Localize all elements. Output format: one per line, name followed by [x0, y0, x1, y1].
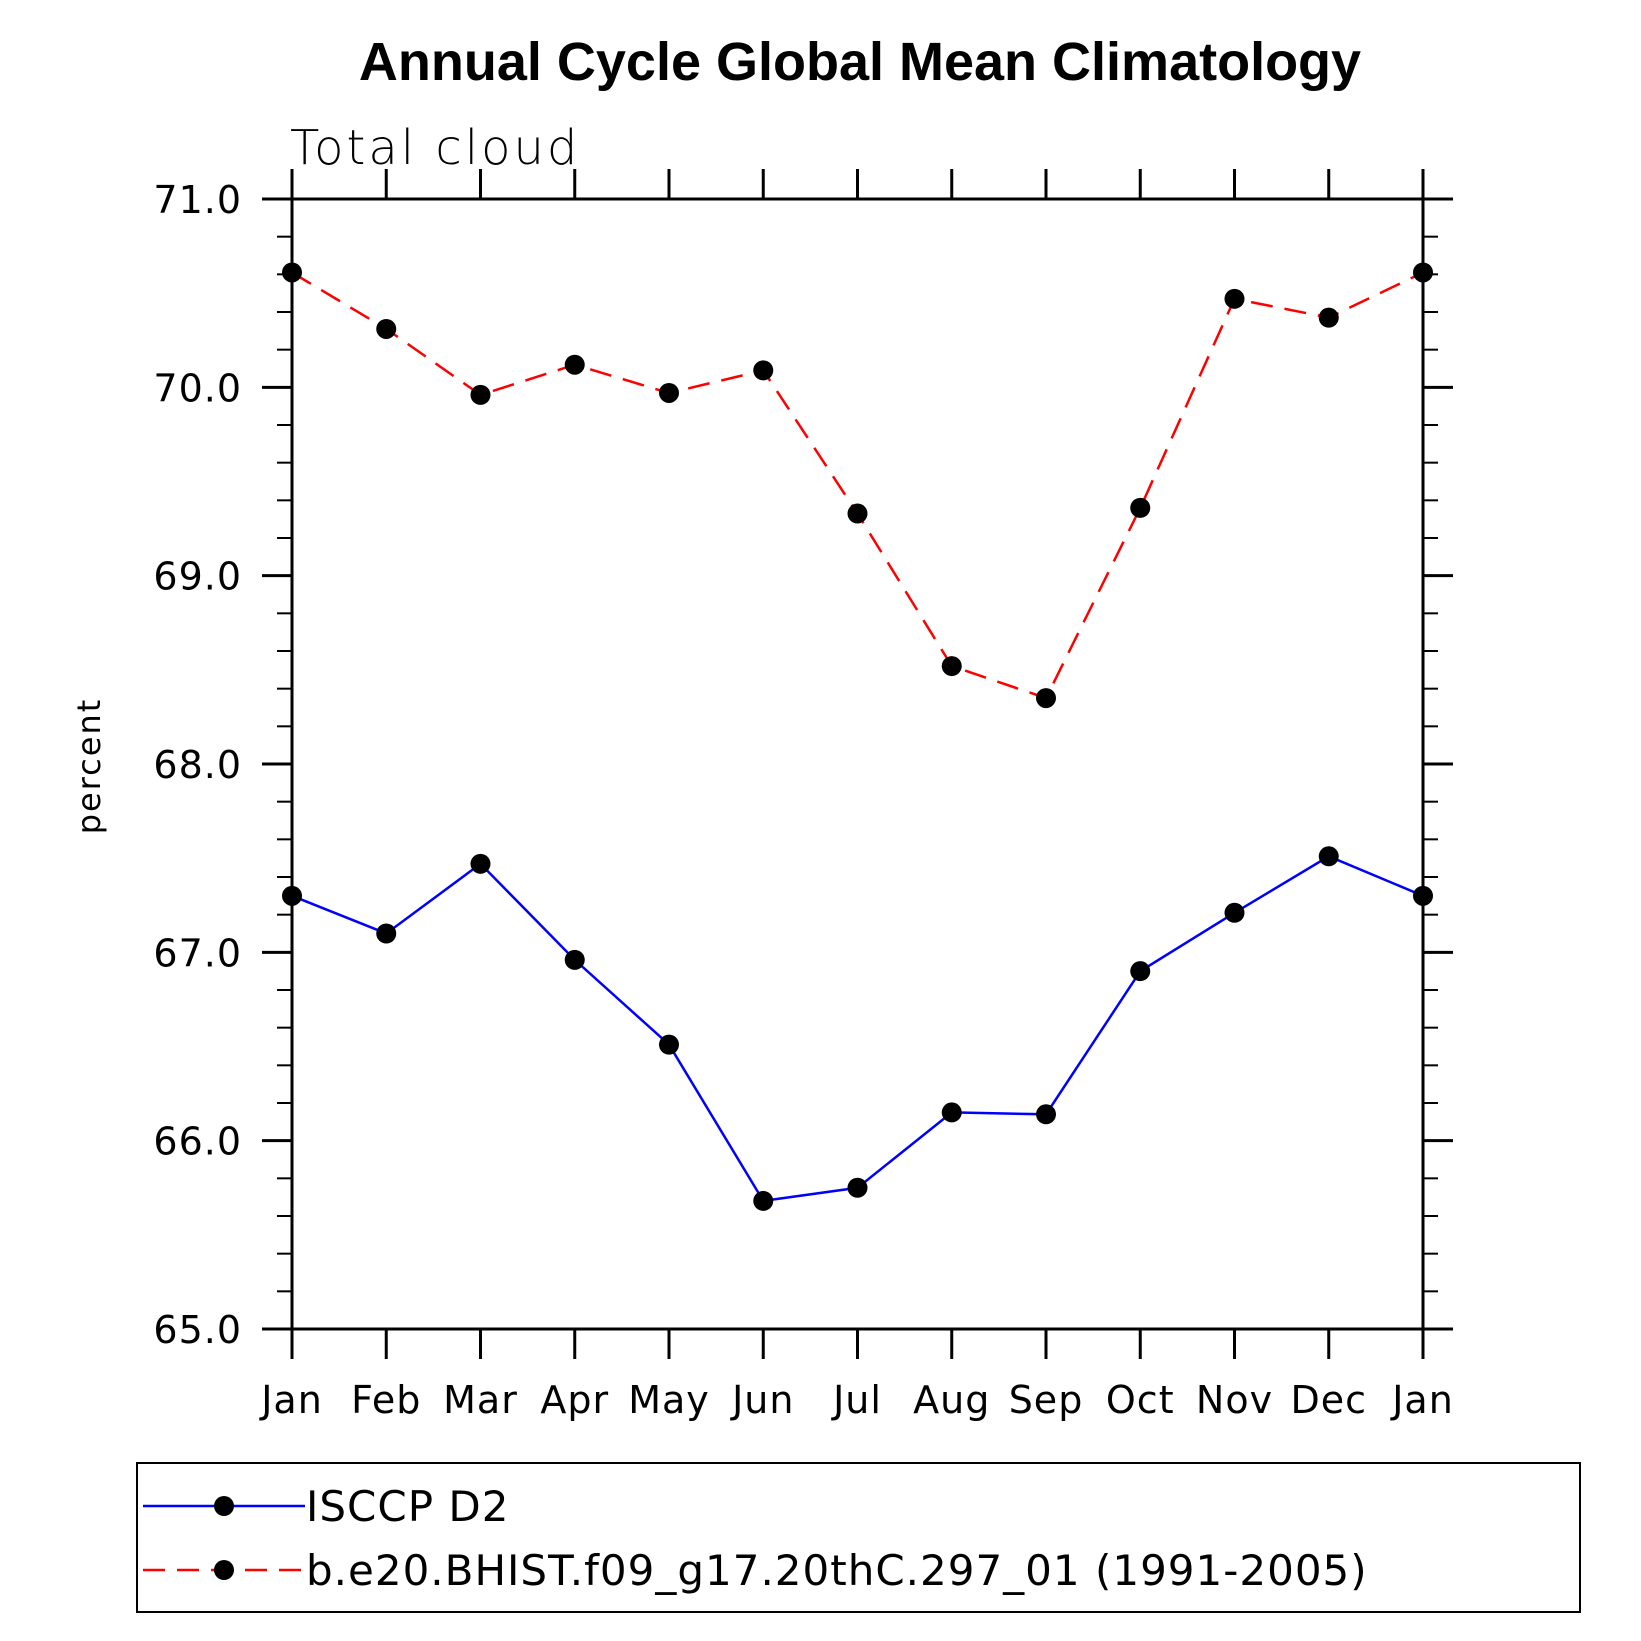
series-0-point	[941, 1102, 962, 1123]
series-0-point	[1318, 846, 1339, 867]
x-tick-label: Jan	[1390, 1378, 1454, 1422]
x-tick-label: Feb	[351, 1378, 421, 1422]
x-tick-labels: Jan Feb Mar Apr May Jun Jul Aug Sep Oct Nov Dec Jan	[259, 1378, 1454, 1422]
x-tick-label: Jun	[730, 1378, 794, 1422]
series-1-point	[1036, 688, 1056, 709]
x-tick-label: Oct	[1106, 1378, 1175, 1422]
series-0-point	[470, 853, 491, 874]
series-0-point	[564, 949, 585, 970]
legend-label-1: b.e20.BHIST.f09_g17.20thC.297_01 (1991-2…	[306, 1546, 1368, 1595]
series-1-point	[1413, 262, 1433, 283]
y-tick-label: 67.0	[153, 931, 242, 975]
series-1-point	[753, 360, 774, 381]
x-tick-label: Nov	[1196, 1378, 1273, 1422]
y-tick-label: 71.0	[153, 178, 242, 222]
x-tick-label: Dec	[1290, 1378, 1367, 1422]
chart-subtitle: Total cloud	[290, 120, 580, 176]
series-1-point	[1224, 288, 1245, 309]
series-0-point	[659, 1034, 679, 1055]
series-0-point	[376, 923, 397, 944]
series-1-point	[1130, 497, 1151, 518]
x-tick-label: Apr	[540, 1378, 609, 1422]
series-1-point	[1318, 307, 1339, 328]
series-1-point	[564, 354, 585, 375]
series-line-1	[291, 271, 1424, 700]
series-0-point	[1036, 1104, 1056, 1125]
legend-marker-0	[214, 1496, 234, 1516]
legend-label-0: ISCCP D2	[306, 1482, 509, 1531]
x-tick-label: Jan	[259, 1378, 323, 1422]
series-1-point	[282, 262, 302, 283]
legend-marker-1	[214, 1560, 234, 1580]
series-0-point	[753, 1190, 774, 1211]
plot-frame	[290, 197, 1425, 1331]
y-tick-label: 66.0	[153, 1120, 242, 1164]
y-tick-label: 68.0	[153, 743, 242, 787]
series-0-point	[1413, 885, 1433, 906]
series-1-point	[941, 656, 962, 677]
y-tick-label: 69.0	[153, 555, 242, 599]
series-layer	[282, 262, 1433, 1211]
series-1-point	[376, 318, 397, 339]
legend-box	[136, 1462, 1581, 1613]
series-0-point	[282, 885, 302, 906]
legend: ISCCP D2 b.e20.BHIST.f09_g17.20thC.297_01…	[136, 1462, 1581, 1613]
series-0-point	[1224, 902, 1245, 923]
x-tick-label: May	[628, 1378, 710, 1422]
y-tick-label: 65.0	[153, 1308, 242, 1352]
x-tick-label: Aug	[913, 1378, 990, 1422]
x-tick-label: Sep	[1009, 1378, 1084, 1422]
x-tick-label: Jul	[831, 1378, 882, 1422]
major-ticks	[262, 169, 1453, 1359]
series-0-point	[847, 1177, 868, 1198]
series-1-point	[659, 382, 679, 403]
x-tick-label: Mar	[443, 1378, 518, 1422]
y-tick-labels: 65.0 66.0 67.0 68.0 69.0 70.0 71.0	[153, 178, 242, 1352]
y-axis-label: percent	[70, 698, 108, 835]
chart-title: Annual Cycle Global Mean Climatology	[359, 32, 1361, 92]
series-1-point	[847, 503, 868, 524]
series-1-point	[470, 384, 491, 405]
minor-ticks	[277, 235, 1438, 1293]
y-tick-label: 70.0	[153, 366, 242, 410]
series-line-0	[291, 854, 1424, 1203]
series-0-point	[1130, 961, 1151, 982]
